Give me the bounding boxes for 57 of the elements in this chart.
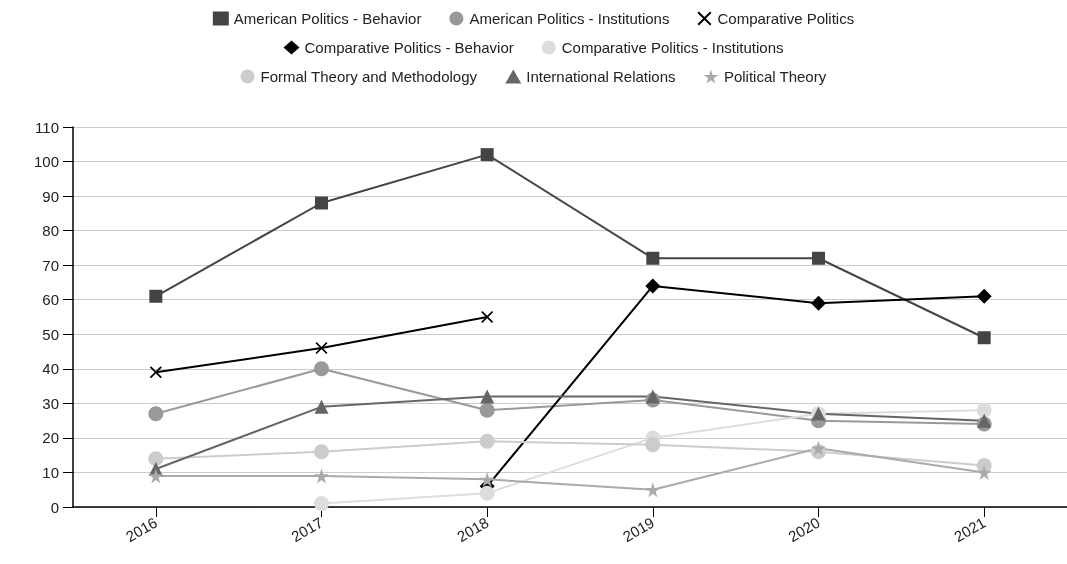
legend-label: Formal Theory and Methodology [260, 68, 478, 85]
y-tick-label: 110 [35, 118, 59, 136]
y-tick-label: 70 [42, 256, 59, 274]
point [314, 444, 329, 460]
point [149, 289, 163, 303]
y-tick-label: 40 [42, 360, 59, 378]
x-tick-label: 2018 [454, 513, 492, 546]
x-tick-label: 2017 [288, 513, 326, 546]
point [479, 402, 495, 418]
point [479, 485, 495, 501]
y-tick-label: 60 [42, 291, 59, 309]
legend-label: International Relations [526, 68, 676, 85]
point [976, 464, 992, 480]
point [148, 406, 164, 422]
point [481, 311, 494, 323]
point [314, 361, 329, 377]
y-tick-label: 90 [42, 187, 59, 205]
point [645, 482, 661, 498]
point [976, 288, 992, 304]
point [314, 496, 329, 512]
y-tick-label: 100 [33, 153, 59, 171]
x-tick-label: 2016 [122, 513, 161, 546]
point [480, 389, 495, 404]
point [646, 251, 660, 265]
point [811, 440, 826, 456]
point [977, 413, 992, 428]
legend-label: American Politics - Institutions [469, 10, 670, 27]
point [149, 366, 162, 379]
point [314, 399, 329, 414]
y-tick-label: 30 [42, 394, 59, 412]
legend-label: Political Theory [723, 68, 827, 85]
point [148, 468, 164, 484]
point [976, 402, 992, 418]
point [315, 196, 328, 210]
legend-label: American Politics - Behavior [233, 10, 422, 27]
x-tick-label: 2019 [619, 513, 658, 546]
point [645, 278, 661, 294]
point [148, 451, 164, 467]
point [645, 437, 661, 453]
point [479, 471, 495, 487]
point [812, 251, 825, 265]
y-tick-label: 10 [42, 463, 59, 481]
x-tick-label: 2021 [951, 513, 989, 546]
legend-label: Comparative Politics [717, 10, 855, 27]
legend-label: Comparative Politics - Behavior [304, 39, 514, 56]
y-tick-label: 50 [42, 325, 59, 343]
point [479, 433, 495, 449]
point [645, 389, 660, 404]
y-tick-label: 80 [42, 222, 59, 240]
y-tick-label: 0 [50, 498, 59, 516]
point [811, 295, 826, 311]
legend-label: Comparative Politics - Institutions [561, 39, 784, 56]
y-tick-label: 20 [42, 429, 59, 447]
point [314, 468, 329, 484]
x-tick-label: 2020 [785, 513, 823, 546]
point [480, 148, 494, 162]
point [977, 331, 991, 345]
